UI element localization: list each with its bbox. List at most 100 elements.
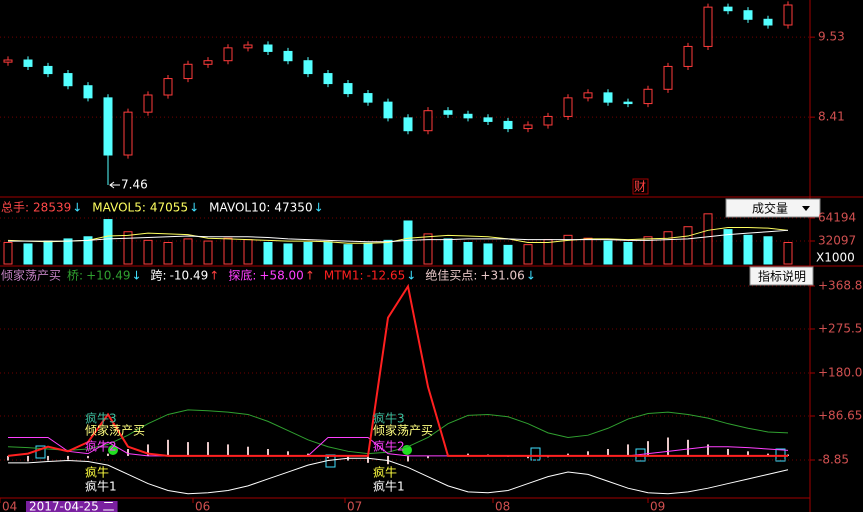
legend-text: ↓ <box>406 269 416 283</box>
volume-button[interactable]: 成交量 <box>725 198 821 218</box>
legend-text: 桥: <box>67 269 83 283</box>
candle-body <box>643 88 653 105</box>
volume-bar <box>783 241 793 265</box>
legend-text: -10.49 <box>170 269 209 283</box>
candle-body <box>443 110 453 115</box>
volume-bar <box>183 238 193 265</box>
volume-bar <box>683 226 693 265</box>
x-tick-label: 09 <box>650 500 665 512</box>
signal-label: 疯牛2 <box>373 439 405 454</box>
volume-bar <box>583 237 593 265</box>
y-tick-label: +275.5 <box>818 321 862 335</box>
legend-text: MTM1: <box>324 269 364 283</box>
volume-bar <box>763 236 773 265</box>
legend-text: 倾家荡产买 <box>1 268 61 283</box>
candle-body <box>503 120 513 130</box>
candle-body <box>743 10 753 20</box>
volume-bar <box>503 244 513 265</box>
volume-bar <box>443 238 453 265</box>
x-tick-label: 08 <box>495 500 510 512</box>
legend-text: 绝佳买点: <box>425 268 477 283</box>
volume-bar <box>283 243 293 265</box>
candle-body <box>123 111 133 156</box>
legend-text: -12.65 <box>367 269 406 283</box>
candle-body <box>663 65 673 90</box>
volume-bar <box>223 237 233 265</box>
signal-label: 疯牛1 <box>85 479 117 494</box>
button-label[interactable]: 成交量 <box>752 201 788 216</box>
volume-bar <box>483 243 493 265</box>
volume-bar <box>3 241 13 265</box>
series-line <box>7 409 789 455</box>
legend-text: +31.06 <box>480 269 524 283</box>
series-line <box>7 226 789 244</box>
annotation-box <box>632 178 649 195</box>
candle-body <box>163 78 173 96</box>
candle-body <box>323 73 333 85</box>
volume-bar <box>383 239 393 265</box>
candle-body <box>143 94 153 113</box>
candle-body <box>223 47 233 62</box>
y-tick-label: 32097 <box>818 233 856 247</box>
indicator-help-button[interactable]: 指标说明 <box>749 266 814 286</box>
volume-bar <box>163 241 173 265</box>
y-tick-label: +180.0 <box>818 365 862 379</box>
volume-bar <box>243 239 253 265</box>
legend-text: 总手: <box>1 201 29 215</box>
candle-body <box>603 92 613 103</box>
volume-bar <box>543 239 553 265</box>
legend-text: MAVOL5: <box>92 201 146 215</box>
candle-body <box>343 83 353 95</box>
candle-body <box>703 6 713 47</box>
legend-text: 28539 <box>33 201 71 215</box>
volume-bar <box>423 233 433 265</box>
y-tick-label: 9.53 <box>818 30 845 44</box>
candle-body <box>763 18 773 26</box>
cursor-date-box <box>26 501 118 512</box>
min-annotation: 7.46 <box>121 178 148 192</box>
volume-bar <box>143 239 153 265</box>
volume-bar <box>103 219 113 265</box>
candle-body <box>263 44 273 52</box>
candle-body <box>183 63 193 80</box>
candle-body <box>543 115 553 126</box>
volume-bar <box>563 234 573 265</box>
legend-text: +58.00 <box>259 269 303 283</box>
y-tick-label: +86.65 <box>818 408 862 422</box>
candle-body <box>523 124 533 130</box>
button-label[interactable]: 指标说明 <box>758 269 806 284</box>
signal-dot <box>108 445 118 455</box>
volume-bar <box>323 241 333 265</box>
volume-bar <box>703 213 713 265</box>
y-tick-label: 8.41 <box>818 110 845 124</box>
volume-bar <box>603 240 613 265</box>
legend-text: ↓ <box>526 269 536 283</box>
x-tick-label: 04 <box>2 500 17 512</box>
legend-text: ↓ <box>131 269 141 283</box>
series-line <box>8 457 789 495</box>
candle-body <box>243 44 253 49</box>
y-tick-label: 64194 <box>818 210 856 224</box>
series-line <box>8 436 789 457</box>
legend-text: MAVOL10: <box>209 201 270 215</box>
volume-bar <box>263 241 273 265</box>
volume-bar <box>43 240 53 265</box>
volume-bar <box>663 231 673 265</box>
series-line <box>8 229 789 243</box>
legend-text: 47350 <box>274 201 312 215</box>
volume-bar <box>63 238 73 265</box>
candle-body <box>83 85 93 99</box>
volume-bar <box>343 244 353 265</box>
legend-text: ↓ <box>189 201 199 215</box>
candle-body <box>403 117 413 132</box>
legend-text: ↑ <box>209 269 219 283</box>
volume-bar <box>623 241 633 265</box>
candle-body <box>783 4 793 26</box>
volume-bar <box>23 243 33 265</box>
candle-body <box>23 59 33 67</box>
signal-label: 疯牛3 <box>85 411 117 426</box>
candle-body <box>583 92 593 99</box>
candle-body <box>623 101 633 105</box>
signal-label: 疯牛 <box>85 465 109 480</box>
